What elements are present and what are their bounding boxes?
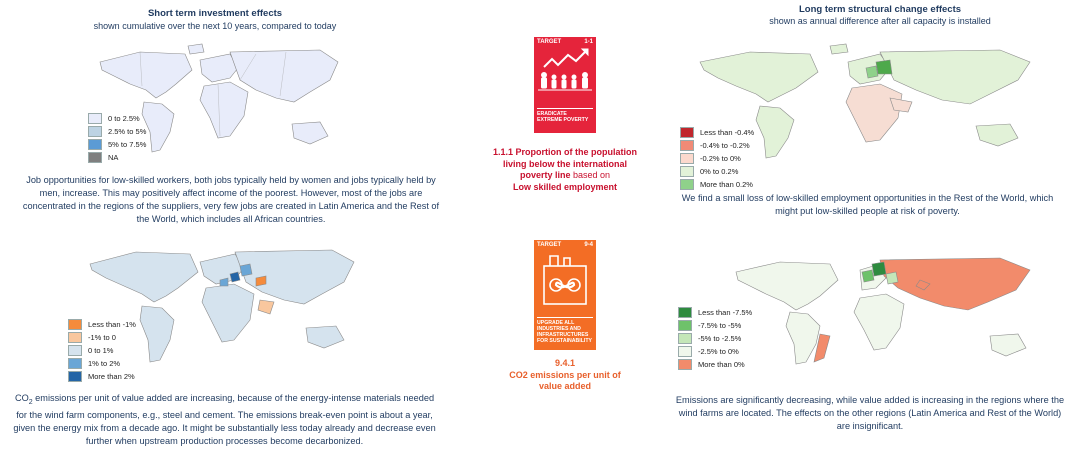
text-top-right: We find a small loss of low-skilled empl…: [681, 193, 1054, 216]
legend-label: 0 to 1%: [88, 346, 114, 355]
legend-swatch: [678, 307, 692, 318]
sdg1-indicator-poverty-line: poverty line: [519, 170, 571, 180]
legend-swatch: [88, 113, 102, 124]
legend-label: -0.4% to -0.2%: [700, 141, 750, 150]
legend-swatch: [678, 359, 692, 370]
legend-row: More than 0%: [678, 358, 752, 371]
sdg9-target-number: 9-4: [584, 242, 593, 248]
legend-swatch: [88, 139, 102, 150]
legend-swatch: [678, 346, 692, 357]
legend-row: -5% to -2.5%: [678, 332, 752, 345]
right-header-title: Long term structural change effects: [798, 4, 962, 15]
legend-row: NA: [88, 151, 146, 164]
legend-swatch: [680, 153, 694, 164]
legend-label: More than 0%: [698, 360, 745, 369]
legend-label: -7.5% to -5%: [698, 321, 742, 330]
legend-row: 0 to 2.5%: [88, 112, 146, 125]
legend-row: -7.5% to -5%: [678, 319, 752, 332]
sdg1-indicator-line2: living below the international: [502, 158, 627, 169]
sdg1-indicator-line3: poverty line based on: [470, 170, 660, 182]
legend-row: 5% to 7.5%: [88, 138, 146, 151]
legend-top-left: 0 to 2.5% 2.5% to 5% 5% to 7.5% NA: [88, 112, 146, 164]
legend-swatch: [68, 332, 82, 343]
legend-label: Less than -1%: [88, 320, 136, 329]
sdg1-target-number: 1-1: [584, 39, 593, 45]
legend-swatch: [68, 319, 82, 330]
legend-label: -5% to -2.5%: [698, 334, 742, 343]
legend-label: Less than -0.4%: [700, 128, 755, 137]
legend-label: -0.2% to 0%: [700, 154, 741, 163]
sdg9-caption: UPGRADE ALL INDUSTRIES AND INFRASTRUCTUR…: [537, 317, 593, 346]
legend-label: -1% to 0: [88, 333, 116, 342]
sdg9-indicator-line1: 9.4.1: [554, 358, 576, 368]
legend-swatch: [680, 127, 694, 138]
legend-row: 1% to 2%: [68, 357, 136, 370]
world-map-top-right: [680, 40, 1060, 160]
legend-swatch: [680, 179, 694, 190]
legend-row: -1% to 0: [68, 331, 136, 344]
sdg1-target-tile: TARGET 1-1 ERADICATE EXTREME POVERTY: [534, 37, 596, 133]
text-bottom-left: CO2 emissions per unit of value added ar…: [12, 392, 437, 448]
legend-row: Less than -0.4%: [680, 126, 754, 139]
legend-label: 0 to 2.5%: [108, 114, 140, 123]
legend-row: More than 0.2%: [680, 178, 754, 191]
sdg1-target-label: TARGET: [537, 39, 562, 45]
sdg1-caption: ERADICATE EXTREME POVERTY: [537, 108, 593, 125]
legend-label: NA: [108, 153, 119, 162]
legend-bottom-right: Less than -7.5% -7.5% to -5% -5% to -2.5…: [678, 306, 752, 371]
legend-swatch: [678, 333, 692, 344]
legend-swatch: [680, 166, 694, 177]
right-header-subtitle: shown as annual difference after all cap…: [769, 16, 991, 26]
co2-subscript: 2: [28, 398, 33, 406]
legend-swatch: [680, 140, 694, 151]
text-top-left: Job opportunities for low-skilled worker…: [22, 175, 440, 224]
legend-swatch: [88, 126, 102, 137]
text-bottom-left-body: emissions per unit of value added are in…: [13, 393, 436, 446]
legend-row: 2.5% to 5%: [88, 125, 146, 138]
legend-label: 2.5% to 5%: [108, 127, 147, 136]
legend-label: 5% to 7.5%: [108, 140, 147, 149]
legend-swatch: [678, 320, 692, 331]
legend-row: Less than -1%: [68, 318, 136, 331]
left-header-title: Short term investment effects: [147, 8, 283, 19]
industry-infinity-icon: [543, 255, 587, 305]
legend-row: -2.5% to 0%: [678, 345, 752, 358]
world-map-bottom-right: [720, 250, 1060, 370]
legend-bottom-left: Less than -1% -1% to 0 0 to 1% 1% to 2% …: [68, 318, 136, 383]
sdg1-indicator: 1.1.1 Proportion of the population livin…: [470, 147, 660, 193]
legend-label: Less than -7.5%: [698, 308, 753, 317]
legend-label: 0% to 0.2%: [700, 167, 739, 176]
sdg1-target-header: TARGET 1-1: [534, 37, 596, 47]
legend-row: -0.4% to -0.2%: [680, 139, 754, 152]
left-header-subtitle: shown cumulative over the next 10 years,…: [93, 21, 337, 31]
legend-row: 0% to 0.2%: [680, 165, 754, 178]
legend-swatch: [88, 152, 102, 163]
world-map-top-left: [80, 40, 350, 160]
family-poverty-icon: [538, 48, 592, 91]
sdg9-target-label: TARGET: [537, 242, 562, 248]
sdg9-indicator: 9.4.1 CO2 emissions per unit of value ad…: [470, 358, 660, 393]
sdg9-indicator-line3: value added: [538, 381, 592, 391]
sdg9-indicator-line2: CO2 emissions per unit of: [509, 369, 621, 380]
legend-swatch: [68, 371, 82, 382]
world-map-bottom-left: [70, 240, 370, 370]
co2-prefix: CO: [14, 393, 29, 403]
sdg9-target-header: TARGET 9-4: [534, 240, 596, 250]
sdg1-indicator-line4: Low skilled employment: [512, 181, 618, 192]
legend-row: 0 to 1%: [68, 344, 136, 357]
sdg9-target-tile: TARGET 9-4 UPGRADE ALL INDUSTRIES AND IN…: [534, 240, 596, 350]
legend-swatch: [68, 345, 82, 356]
legend-label: 1% to 2%: [88, 359, 121, 368]
legend-row: -0.2% to 0%: [680, 152, 754, 165]
legend-label: More than 0.2%: [700, 180, 753, 189]
sdg1-indicator-based-on: based on: [570, 170, 611, 180]
legend-swatch: [68, 358, 82, 369]
sdg1-indicator-line1: 1.1.1 Proportion of the population: [493, 147, 637, 157]
legend-label: More than 2%: [88, 372, 135, 381]
legend-row: Less than -7.5%: [678, 306, 752, 319]
text-bottom-right: Emissions are significantly decreasing, …: [675, 395, 1065, 431]
legend-top-right: Less than -0.4% -0.4% to -0.2% -0.2% to …: [680, 126, 754, 191]
legend-row: More than 2%: [68, 370, 136, 383]
legend-label: -2.5% to 0%: [698, 347, 739, 356]
